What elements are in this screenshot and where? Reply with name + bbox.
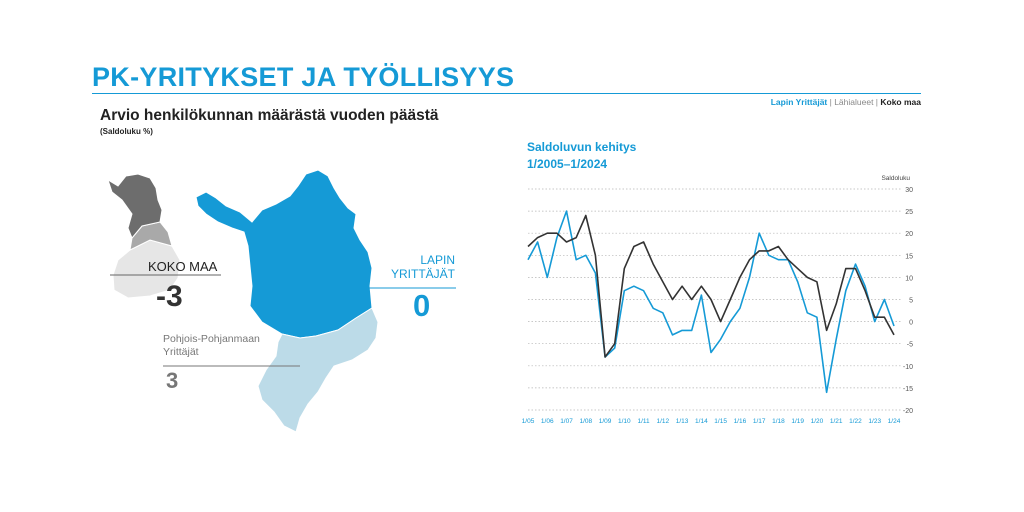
x-tick-label: 1/16 xyxy=(734,418,747,425)
x-tick-label: 1/21 xyxy=(830,418,843,425)
x-tick-label: 1/24 xyxy=(888,418,901,425)
legend-lapin: Lapin Yrittäjät xyxy=(770,97,828,107)
legend-koko-maa: Koko maa xyxy=(880,97,921,107)
x-tick-label: 1/23 xyxy=(868,418,881,425)
legend-lahialueet: Lähialueet xyxy=(834,97,874,107)
y-axis-label: Saldoluku xyxy=(881,175,910,182)
y-tick-label: 25 xyxy=(905,209,913,216)
pohjois-pohjanmaa-value: 3 xyxy=(166,368,179,393)
y-tick-label: -5 xyxy=(907,342,913,349)
x-tick-label: 1/13 xyxy=(676,418,689,425)
y-tick-label: 20 xyxy=(905,231,913,238)
region-legend: Lapin Yrittäjät | Lähialueet | Koko maa xyxy=(771,97,921,107)
x-tick-label: 1/07 xyxy=(560,418,573,425)
pp-label-line2: Yrittäjät xyxy=(163,346,199,358)
series-line-lapin xyxy=(527,210,895,394)
x-tick-label: 1/17 xyxy=(753,418,766,425)
lapin-label-line2: YRITTÄJÄT xyxy=(390,267,455,281)
unit-label: (Saldoluku %) xyxy=(100,127,153,136)
x-tick-label: 1/22 xyxy=(849,418,862,425)
x-tick-label: 1/10 xyxy=(618,418,631,425)
chart-title-line1: Saldoluvun kehitys xyxy=(527,140,637,154)
x-tick-label: 1/15 xyxy=(714,418,727,425)
x-tick-label: 1/19 xyxy=(791,418,804,425)
y-tick-label: 15 xyxy=(905,253,913,260)
lapin-label-line1: LAPIN xyxy=(420,253,455,267)
x-tick-label: 1/05 xyxy=(522,418,535,425)
legend-separator: | xyxy=(827,97,835,107)
y-tick-label: 0 xyxy=(909,320,913,327)
chart-title-line2: 1/2005–1/2024 xyxy=(527,157,608,171)
lapin-value: 0 xyxy=(413,288,431,323)
x-tick-label: 1/08 xyxy=(579,418,592,425)
x-tick-label: 1/09 xyxy=(599,418,612,425)
y-tick-label: 5 xyxy=(909,298,913,305)
pp-label-line1: Pohjois-Pohjanmaan xyxy=(163,333,260,345)
y-tick-label: 10 xyxy=(905,275,913,282)
x-tick-label: 1/12 xyxy=(657,418,670,425)
x-tick-label: 1/11 xyxy=(637,418,650,425)
x-tick-label: 1/14 xyxy=(695,418,708,425)
koko-maa-value: -3 xyxy=(156,280,183,313)
lapin-label: LAPIN YRITTÄJÄT xyxy=(385,253,455,281)
y-tick-label: -15 xyxy=(903,386,913,393)
pohjois-pohjanmaa-label: Pohjois-Pohjanmaan Yrittäjät xyxy=(163,333,260,359)
y-tick-label: -10 xyxy=(903,364,913,371)
x-tick-label: 1/18 xyxy=(772,418,785,425)
title-divider xyxy=(92,93,921,94)
section-title: Arvio henkilökunnan määrästä vuoden pääs… xyxy=(100,107,439,124)
pohjois-pohjanmaa-region xyxy=(257,307,379,433)
y-tick-label: -20 xyxy=(903,408,913,415)
lapland-region xyxy=(195,169,373,339)
koko-maa-label: KOKO MAA xyxy=(148,259,218,274)
x-tick-label: 1/06 xyxy=(541,418,554,425)
chart-title: Saldoluvun kehitys 1/2005–1/2024 xyxy=(527,139,636,173)
page-title: PK-YRITYKSET JA TYÖLLISYYS xyxy=(92,62,515,92)
legend-separator: | xyxy=(873,97,881,107)
x-tick-label: 1/20 xyxy=(811,418,824,425)
y-tick-label: 30 xyxy=(905,187,913,194)
series-line-koko-maa xyxy=(527,214,895,358)
finland-north-region xyxy=(107,173,163,239)
